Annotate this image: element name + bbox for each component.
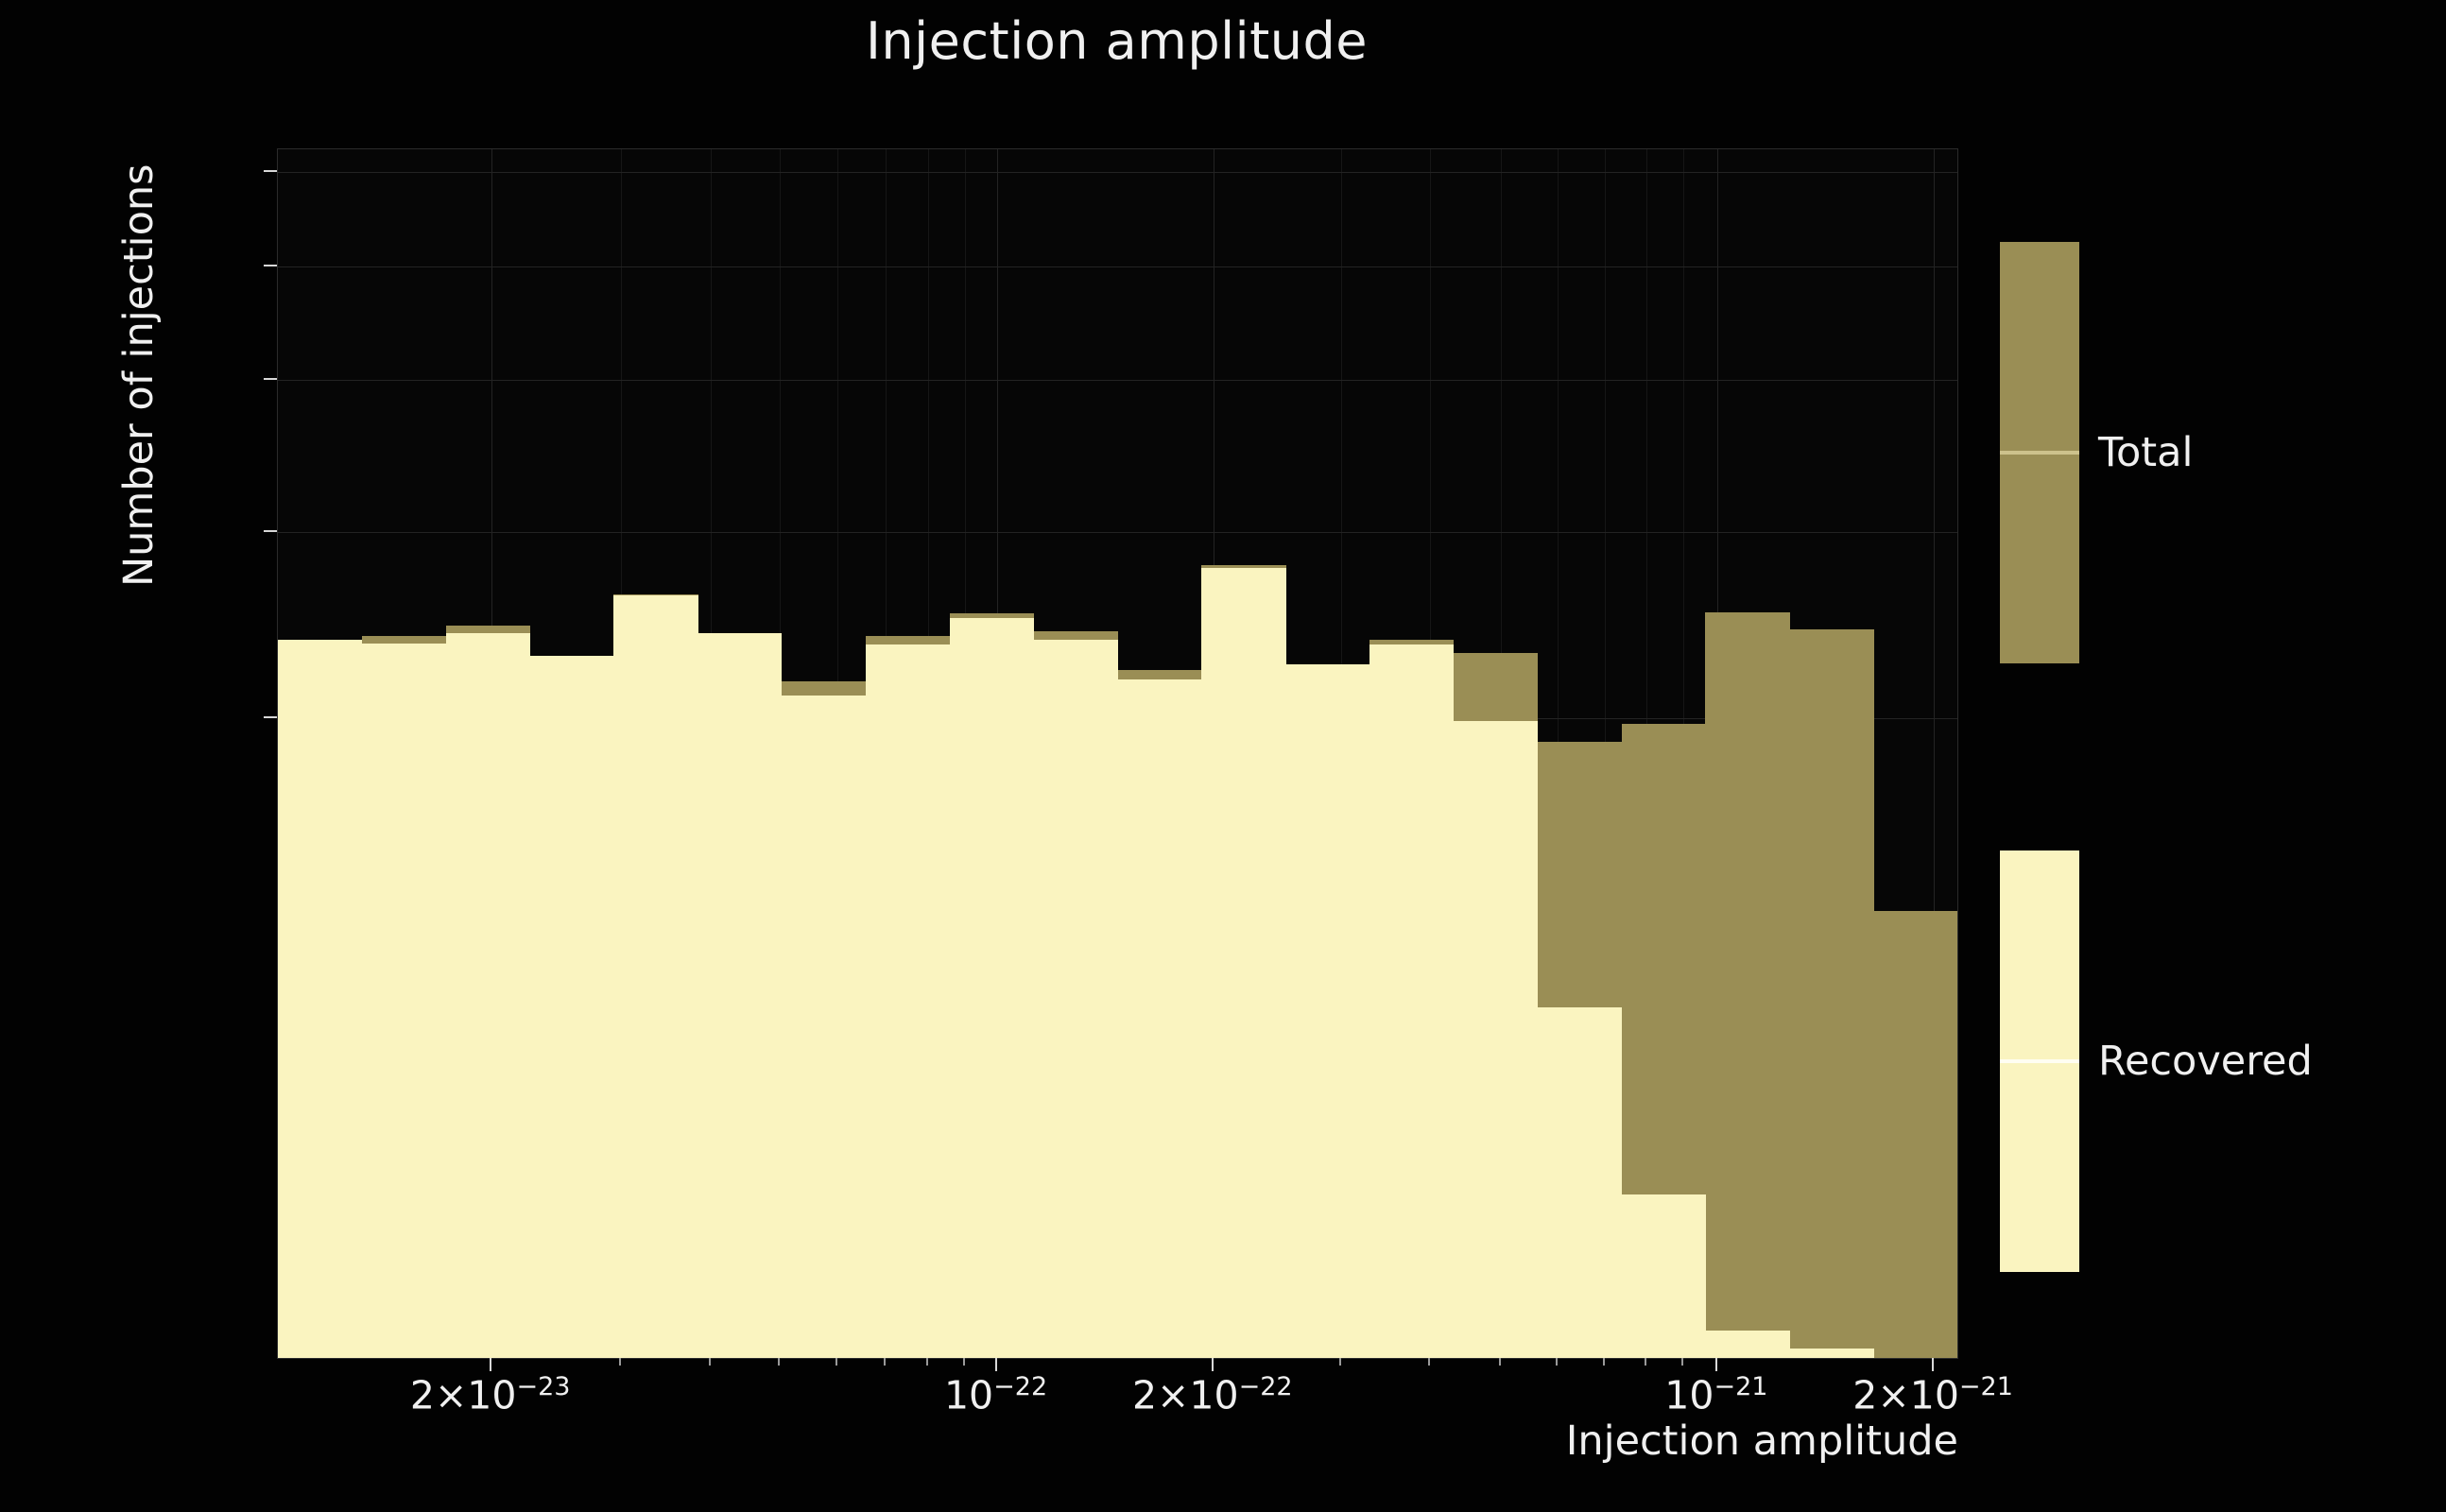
x-axis-tick-label: 10−21 bbox=[1584, 1372, 1849, 1418]
tick-label-base: 2×10 bbox=[1131, 1372, 1239, 1418]
legend-swatch-recovered-line bbox=[2000, 1059, 2079, 1063]
x-axis-label: Injection amplitude bbox=[1565, 1418, 1958, 1465]
tick-label-base: 2×10 bbox=[409, 1372, 517, 1418]
tick-label-base: 10 bbox=[943, 1372, 994, 1418]
gridline-horizontal bbox=[278, 172, 1957, 174]
histogram-bar-recovered bbox=[1537, 1007, 1622, 1358]
y-axis-label: Number of injections bbox=[115, 163, 163, 587]
x-axis-tick-major bbox=[1714, 1358, 1717, 1371]
x-axis-tick-minor bbox=[1556, 1358, 1559, 1366]
histogram-bar-recovered bbox=[445, 632, 530, 1358]
histogram-bar-recovered bbox=[1117, 679, 1202, 1358]
x-axis-tick-minor bbox=[1498, 1358, 1501, 1366]
x-axis-tick-minor bbox=[1428, 1358, 1431, 1366]
histogram-bar-recovered bbox=[1285, 663, 1370, 1358]
x-axis-tick-minor bbox=[1602, 1358, 1605, 1366]
x-axis-tick-minor bbox=[709, 1358, 712, 1366]
x-axis-tick-minor bbox=[884, 1358, 887, 1366]
legend-swatch-recovered bbox=[2000, 850, 2079, 1272]
y-axis-tick bbox=[264, 378, 277, 381]
gridline-horizontal bbox=[278, 380, 1957, 382]
histogram-bar-recovered bbox=[949, 618, 1034, 1358]
x-axis-tick-label: 2×10−22 bbox=[1080, 1372, 1345, 1418]
histogram-bar-recovered bbox=[1033, 640, 1118, 1358]
chart-title: Injection amplitude bbox=[865, 11, 1369, 71]
x-axis-tick-minor bbox=[1338, 1358, 1341, 1366]
x-axis-tick-minor bbox=[778, 1358, 781, 1366]
tick-label-exponent: −21 bbox=[1714, 1372, 1768, 1401]
x-axis-tick-major bbox=[1211, 1358, 1214, 1371]
histogram-bar-total bbox=[1789, 628, 1874, 1358]
y-axis-tick bbox=[264, 265, 277, 267]
gridline-horizontal bbox=[278, 532, 1957, 534]
x-axis-tick-label: 2×10−21 bbox=[1800, 1372, 2065, 1418]
y-axis-tick bbox=[264, 716, 277, 719]
histogram-bar-recovered bbox=[1201, 567, 1286, 1358]
histogram-bar-recovered bbox=[1453, 720, 1539, 1358]
legend-label-total: Total bbox=[2098, 429, 2194, 476]
gridline-vertical-major bbox=[1934, 149, 1936, 1358]
histogram-bar-recovered bbox=[782, 696, 867, 1358]
histogram-bar-recovered bbox=[361, 644, 447, 1358]
x-axis-tick-minor bbox=[618, 1358, 621, 1366]
histogram-bar-recovered bbox=[865, 644, 951, 1358]
tick-label-base: 2×10 bbox=[1852, 1372, 1959, 1418]
histogram-bar-recovered bbox=[1789, 1348, 1874, 1358]
legend-label-recovered: Recovered bbox=[2098, 1038, 2313, 1085]
x-axis-tick-major bbox=[1932, 1358, 1935, 1371]
histogram-bar-total bbox=[1873, 910, 1958, 1358]
y-axis-tick bbox=[264, 530, 277, 533]
histogram-bar-recovered bbox=[698, 632, 783, 1358]
x-axis-tick-minor bbox=[925, 1358, 928, 1366]
tick-label-exponent: −22 bbox=[1238, 1372, 1293, 1401]
histogram-bar-recovered bbox=[1369, 644, 1455, 1358]
tick-label-exponent: −23 bbox=[516, 1372, 571, 1401]
x-axis-tick-major bbox=[994, 1358, 997, 1371]
legend-swatch-total bbox=[2000, 242, 2079, 663]
histogram-bar-recovered bbox=[1621, 1194, 1706, 1358]
histogram-bar-recovered bbox=[278, 640, 363, 1358]
x-axis-tick-minor bbox=[962, 1358, 965, 1366]
histogram-bar-recovered bbox=[1705, 1330, 1790, 1358]
x-axis-tick-minor bbox=[1645, 1358, 1647, 1366]
x-axis-tick-minor bbox=[835, 1358, 837, 1366]
histogram-bar-recovered bbox=[529, 655, 614, 1358]
x-axis-tick-minor bbox=[1681, 1358, 1684, 1366]
tick-label-exponent: −21 bbox=[1958, 1372, 2013, 1401]
legend-swatch-total-line bbox=[2000, 451, 2079, 455]
x-axis-tick-major bbox=[489, 1358, 491, 1371]
histogram-bar-total bbox=[1705, 611, 1790, 1358]
tick-label-base: 10 bbox=[1664, 1372, 1714, 1418]
tick-label-exponent: −22 bbox=[993, 1372, 1048, 1401]
x-axis-tick-label: 10−22 bbox=[864, 1372, 1128, 1418]
y-axis-tick bbox=[264, 170, 277, 173]
gridline-horizontal bbox=[278, 266, 1957, 268]
x-axis-tick-label: 2×10−23 bbox=[358, 1372, 623, 1418]
plot-area bbox=[277, 148, 1958, 1359]
histogram-bar-recovered bbox=[613, 594, 698, 1358]
